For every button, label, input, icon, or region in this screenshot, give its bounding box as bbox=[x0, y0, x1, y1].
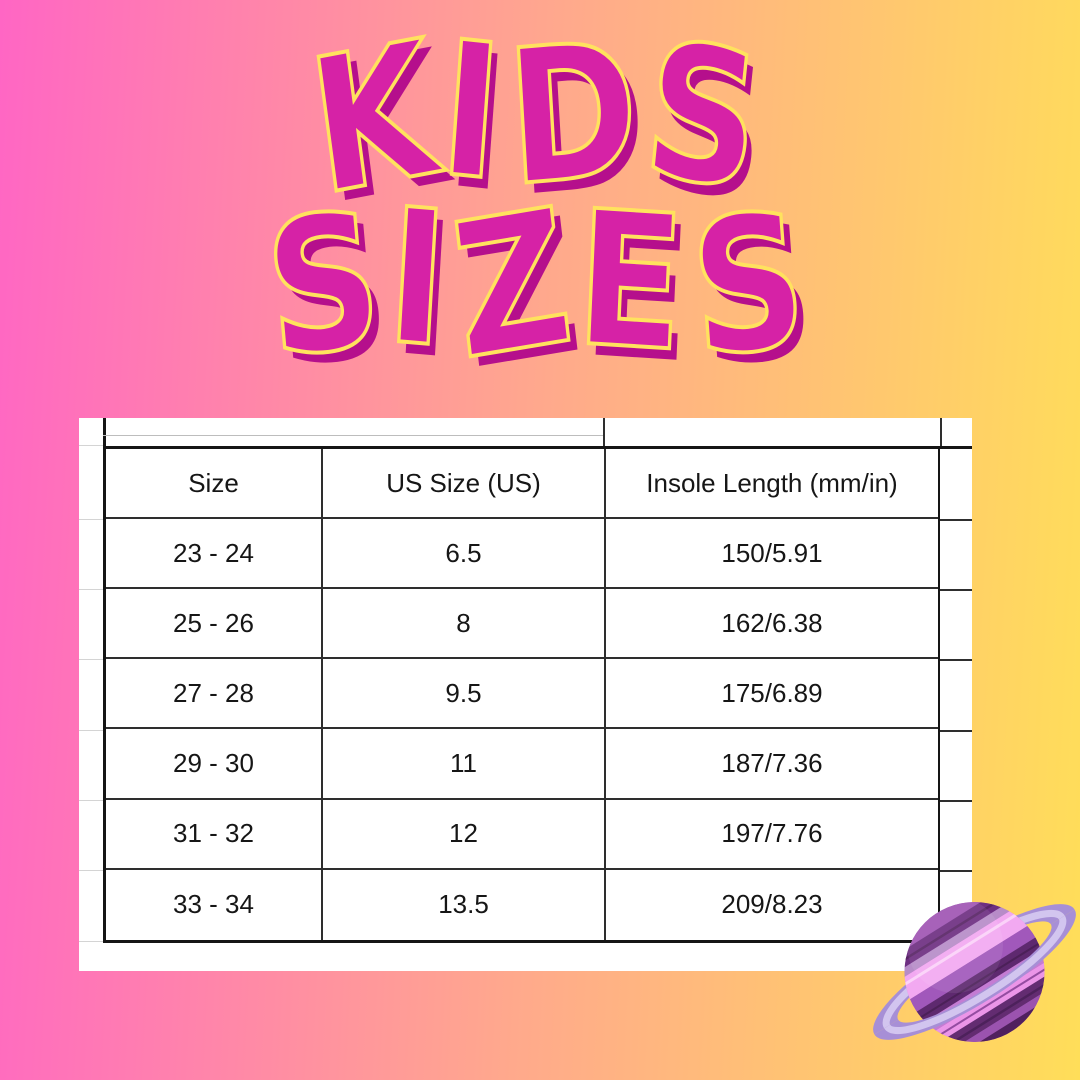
grid-line bbox=[940, 870, 972, 872]
table-cell: 13.5 bbox=[323, 869, 606, 940]
size-table: Size US Size (US) Insole Length (mm/in) … bbox=[103, 446, 940, 943]
column-header-insole-length: Insole Length (mm/in) bbox=[606, 449, 938, 519]
table-cell: 12 bbox=[323, 799, 606, 870]
table-cell: 6.5 bbox=[323, 519, 606, 590]
grid-line bbox=[79, 659, 103, 660]
grid-line bbox=[103, 435, 603, 436]
table-cell: 23 - 24 bbox=[106, 519, 323, 590]
table-cell: 27 - 28 bbox=[106, 659, 323, 730]
grid-line bbox=[940, 659, 972, 661]
table-cell: 175/6.89 bbox=[606, 659, 938, 730]
page-title: KIDS SIZES bbox=[0, 0, 1080, 403]
planet-sphere bbox=[904, 902, 1045, 1042]
table-cell: 150/5.91 bbox=[606, 519, 938, 590]
table-cell: 9.5 bbox=[323, 659, 606, 730]
table-cell: 162/6.38 bbox=[606, 589, 938, 660]
grid-line bbox=[79, 730, 103, 731]
grid-line bbox=[940, 519, 972, 521]
grid-line bbox=[940, 800, 972, 802]
table-cell: 33 - 34 bbox=[106, 869, 323, 940]
title-line-2: SIZES bbox=[257, 164, 823, 403]
saturn-planet-illustration bbox=[843, 845, 1078, 1080]
grid-line bbox=[79, 800, 103, 801]
grid-line bbox=[79, 941, 103, 942]
grid-line bbox=[940, 418, 942, 446]
column-header-size: Size bbox=[106, 449, 323, 519]
table-cell: 11 bbox=[323, 729, 606, 800]
grid-line bbox=[603, 418, 605, 446]
table-cell: 25 - 26 bbox=[106, 589, 323, 660]
table-cell: 187/7.36 bbox=[606, 729, 938, 800]
column-header-us-size: US Size (US) bbox=[323, 449, 606, 519]
grid-line bbox=[940, 446, 972, 449]
grid-line bbox=[79, 519, 103, 520]
grid-line bbox=[103, 418, 106, 446]
table-cell: 31 - 32 bbox=[106, 799, 323, 870]
size-chart-card: Size US Size (US) Insole Length (mm/in) … bbox=[79, 418, 972, 971]
grid-line bbox=[940, 589, 972, 591]
table-cell: 209/8.23 bbox=[721, 889, 823, 920]
table-cell: 29 - 30 bbox=[106, 729, 323, 800]
grid-line bbox=[940, 730, 972, 732]
grid-line bbox=[79, 870, 103, 871]
table-cell: 8 bbox=[323, 589, 606, 660]
grid-line bbox=[79, 589, 103, 590]
table-cell: 197/7.76 bbox=[606, 800, 938, 870]
grid-line bbox=[79, 445, 103, 446]
